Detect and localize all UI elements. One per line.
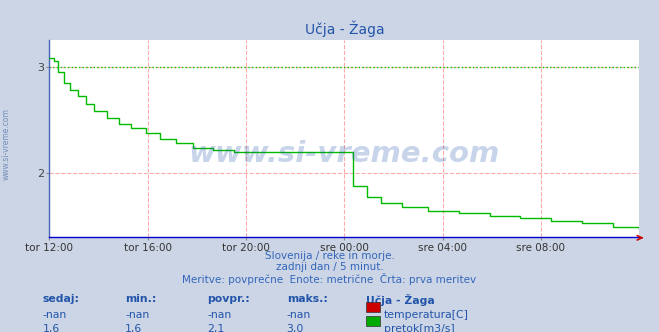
Text: 1,6: 1,6 (43, 324, 60, 332)
Text: povpr.:: povpr.: (208, 294, 250, 304)
Text: www.si-vreme.com: www.si-vreme.com (188, 140, 500, 168)
Text: www.si-vreme.com: www.si-vreme.com (2, 109, 11, 180)
Text: sedaj:: sedaj: (43, 294, 80, 304)
Title: Učja - Žaga: Učja - Žaga (304, 21, 384, 37)
Text: min.:: min.: (125, 294, 157, 304)
Text: maks.:: maks.: (287, 294, 328, 304)
Text: Slovenija / reke in morje.: Slovenija / reke in morje. (264, 251, 395, 261)
Text: Meritve: povprečne  Enote: metrične  Črta: prva meritev: Meritve: povprečne Enote: metrične Črta:… (183, 273, 476, 285)
Text: temperatura[C]: temperatura[C] (384, 310, 469, 320)
Text: 2,1: 2,1 (208, 324, 225, 332)
Text: Učja - Žaga: Učja - Žaga (366, 294, 434, 306)
Text: -nan: -nan (287, 310, 311, 320)
Text: 1,6: 1,6 (125, 324, 142, 332)
Text: -nan: -nan (125, 310, 150, 320)
Text: pretok[m3/s]: pretok[m3/s] (384, 324, 455, 332)
Text: -nan: -nan (43, 310, 67, 320)
Text: zadnji dan / 5 minut.: zadnji dan / 5 minut. (275, 262, 384, 272)
Text: -nan: -nan (208, 310, 232, 320)
Text: 3,0: 3,0 (287, 324, 304, 332)
